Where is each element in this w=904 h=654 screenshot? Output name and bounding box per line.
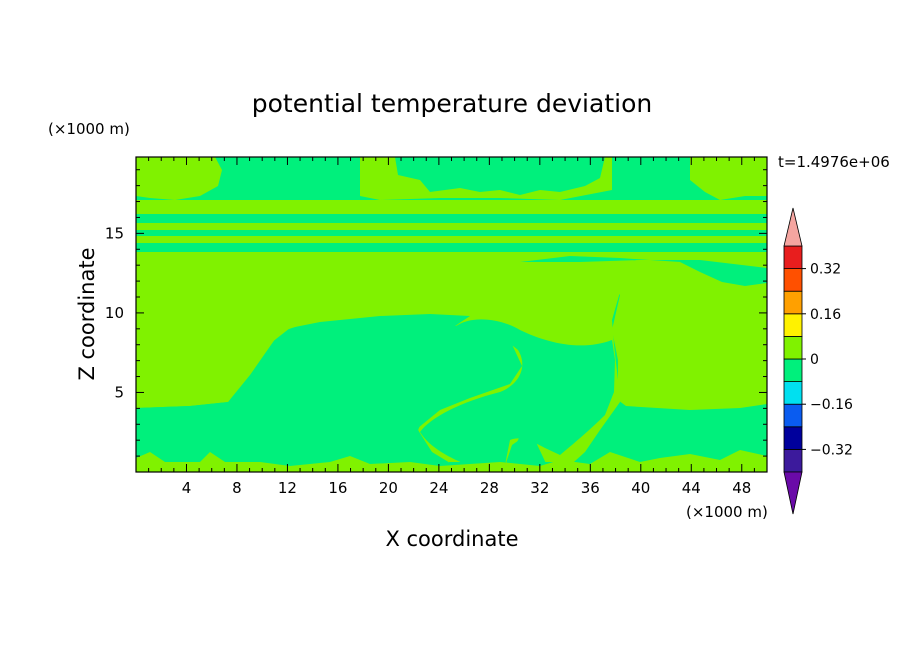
x-tick-label: 36 xyxy=(581,479,600,497)
colorbar-tick-label: 0 xyxy=(810,352,819,368)
x-unit-label: (×1000 m) xyxy=(686,503,768,521)
stratum-7 xyxy=(136,252,767,272)
x-axis: 4 8 12 16 20 24 28 32 36 40 44 48 xyxy=(148,157,755,497)
x-tick-label: 40 xyxy=(631,479,650,497)
stratum-4 xyxy=(136,231,767,235)
contour-region-upper-right xyxy=(690,157,767,200)
stratum-6 xyxy=(136,244,767,252)
contour-region-bottom-strip xyxy=(136,450,767,472)
x-tick-label: 24 xyxy=(429,479,448,497)
x-tick-label: 4 xyxy=(182,479,192,497)
colorbar-swatch xyxy=(783,290,803,315)
y-axis: 5 10 15 xyxy=(105,169,767,457)
stratum-3 xyxy=(136,223,767,230)
contour-region-tongue xyxy=(420,319,615,466)
x-tick-label: 20 xyxy=(379,479,398,497)
stratum-2 xyxy=(136,216,767,222)
contour-region-upper-mid xyxy=(360,157,612,200)
x-tick-label: 44 xyxy=(682,479,701,497)
x-tick-label: 48 xyxy=(732,479,751,497)
x-tick-label: 8 xyxy=(232,479,242,497)
x-tick-label: 16 xyxy=(328,479,347,497)
y-tick-label: 15 xyxy=(105,224,124,242)
y-tick-label: 5 xyxy=(114,383,124,401)
colorbar-swatch xyxy=(783,448,803,473)
colorbar: −0.32 −0.16 0 0.16 0.32 xyxy=(783,207,853,515)
contour-region-center xyxy=(136,258,767,472)
time-label: t=1.4976e+06 xyxy=(778,153,890,171)
colorbar-swatch xyxy=(783,426,803,450)
colorbar-swatch xyxy=(783,268,803,292)
contour-plot xyxy=(136,157,767,472)
colorbar-swatch xyxy=(783,313,803,337)
colorbar-swatch xyxy=(783,358,803,383)
y-tick-label: 10 xyxy=(105,304,124,322)
contour-region-lower-band xyxy=(136,402,767,468)
stratum-1 xyxy=(136,200,767,214)
colorbar-tick-label: −0.32 xyxy=(810,442,853,458)
contour-region-blob xyxy=(395,178,421,194)
stratum-8 xyxy=(520,256,767,286)
y-axis-label: Z coordinate xyxy=(75,247,99,380)
x-tick-label: 32 xyxy=(530,479,549,497)
colorbar-under-arrow xyxy=(783,471,803,515)
x-axis-label: X coordinate xyxy=(385,527,518,551)
colorbar-over-arrow xyxy=(783,207,803,247)
colorbar-tick-label: 0.32 xyxy=(810,262,841,278)
chart-title: potential temperature deviation xyxy=(252,89,652,118)
colorbar-swatch xyxy=(783,381,803,405)
colorbar-tick-label: −0.16 xyxy=(810,397,853,413)
colorbar-swatch xyxy=(783,403,803,428)
x-tick-label: 12 xyxy=(278,479,297,497)
colorbar-swatch xyxy=(783,335,803,360)
x-tick-label: 28 xyxy=(480,479,499,497)
colorbar-tick-label: 0.16 xyxy=(810,307,841,323)
y-unit-label: (×1000 m) xyxy=(48,120,130,138)
colorbar-swatch xyxy=(783,245,803,270)
contour-region-upper-left xyxy=(136,157,222,200)
stratum-5 xyxy=(136,236,767,243)
